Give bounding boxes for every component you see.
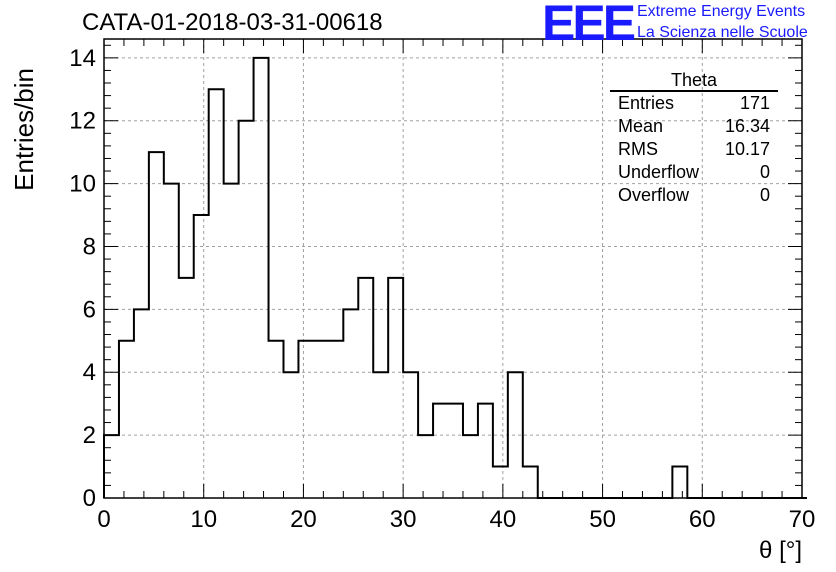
stats-row: RMS 10.17: [610, 138, 778, 161]
y-tick-label: 14: [69, 45, 96, 72]
histogram-bin: [433, 404, 448, 498]
x-tick-label: 60: [689, 506, 716, 533]
y-tick-label: 0: [83, 485, 96, 512]
histogram-bin: [313, 341, 328, 498]
histogram-bin: [224, 184, 239, 498]
x-tick-label: 40: [490, 506, 517, 533]
histogram-bin: [358, 278, 373, 498]
stats-label: Mean: [618, 116, 664, 136]
stats-box: Theta Entries 171 Mean 16.34 RMS 10.17 U…: [610, 70, 778, 207]
y-tick-label: 6: [83, 296, 96, 323]
logo-caption-line2: La Scienza nelle Scuole: [637, 24, 808, 41]
stats-value: 171: [739, 93, 770, 113]
y-tick-label: 2: [83, 422, 96, 449]
x-tick-label: 20: [290, 506, 317, 533]
stats-row: Entries 171: [610, 92, 778, 115]
logo-caption-line1: Extreme Energy Events: [637, 3, 806, 20]
x-tick-label: 10: [190, 506, 217, 533]
histogram-bin: [403, 372, 418, 498]
stats-value: 0: [759, 162, 770, 182]
histogram-bin: [478, 404, 493, 498]
stats-row: Underflow 0: [610, 161, 778, 184]
axis-ticks: [103, 39, 803, 499]
stats-row: Mean 16.34: [610, 115, 778, 138]
histogram-bin: [448, 404, 463, 498]
histogram-bin: [463, 435, 478, 498]
histogram-bin: [493, 467, 508, 498]
histogram-bin: [672, 467, 687, 498]
histogram-bin: [164, 184, 179, 498]
plot-border: [103, 38, 803, 499]
histogram-bin: [254, 58, 269, 498]
histogram-bin: [269, 341, 284, 498]
plot-frame: [103, 38, 803, 499]
histogram-bin: [388, 278, 403, 498]
grid-lines: [104, 39, 802, 498]
histogram-bin: [418, 435, 433, 498]
x-tick-label: 50: [589, 506, 616, 533]
histogram-bin: [179, 278, 194, 498]
stats-value: 10.17: [724, 139, 770, 159]
y-tick-label: 10: [69, 171, 96, 198]
stats-label: RMS: [618, 139, 658, 159]
y-tick-label: 8: [83, 233, 96, 260]
histogram-bin: [104, 435, 119, 498]
histogram-bin: [209, 89, 224, 498]
stats-label: Overflow: [618, 185, 690, 205]
x-tick-label: 0: [97, 506, 110, 533]
eee-logo: EEE: [542, 0, 636, 51]
y-tick-label: 12: [69, 108, 96, 135]
histogram-bin: [298, 341, 313, 498]
tick-labels: 0 10 20 30 40 50 60 70 0 2 4 6 8 10 12 14: [69, 45, 815, 533]
x-axis-label: θ [°]: [759, 537, 802, 564]
histogram-bin: [328, 341, 343, 498]
stats-label: Entries: [618, 93, 675, 113]
y-tick-label: 4: [83, 359, 96, 386]
histogram-bin: [239, 121, 254, 498]
histogram-bin: [523, 467, 538, 498]
histogram-bin: [149, 152, 164, 498]
histogram-bin: [343, 309, 358, 498]
stats-label: Underflow: [618, 162, 700, 182]
histogram-bin: [373, 372, 388, 498]
stats-row: Overflow 0: [610, 184, 778, 207]
histogram-bin: [508, 372, 523, 498]
histogram-bin: [194, 215, 209, 498]
x-tick-label: 30: [390, 506, 417, 533]
histogram-bin: [119, 341, 134, 498]
stats-value: 0: [759, 185, 770, 205]
histogram-bin: [283, 372, 298, 498]
y-axis-label: Entries/bin: [9, 68, 39, 191]
stats-title: Theta: [610, 70, 778, 92]
x-tick-label: 70: [789, 506, 816, 533]
histogram-bin: [134, 309, 149, 498]
stats-value: 16.34: [724, 116, 770, 136]
chart-title: CATA-01-2018-03-31-00618: [82, 9, 383, 36]
